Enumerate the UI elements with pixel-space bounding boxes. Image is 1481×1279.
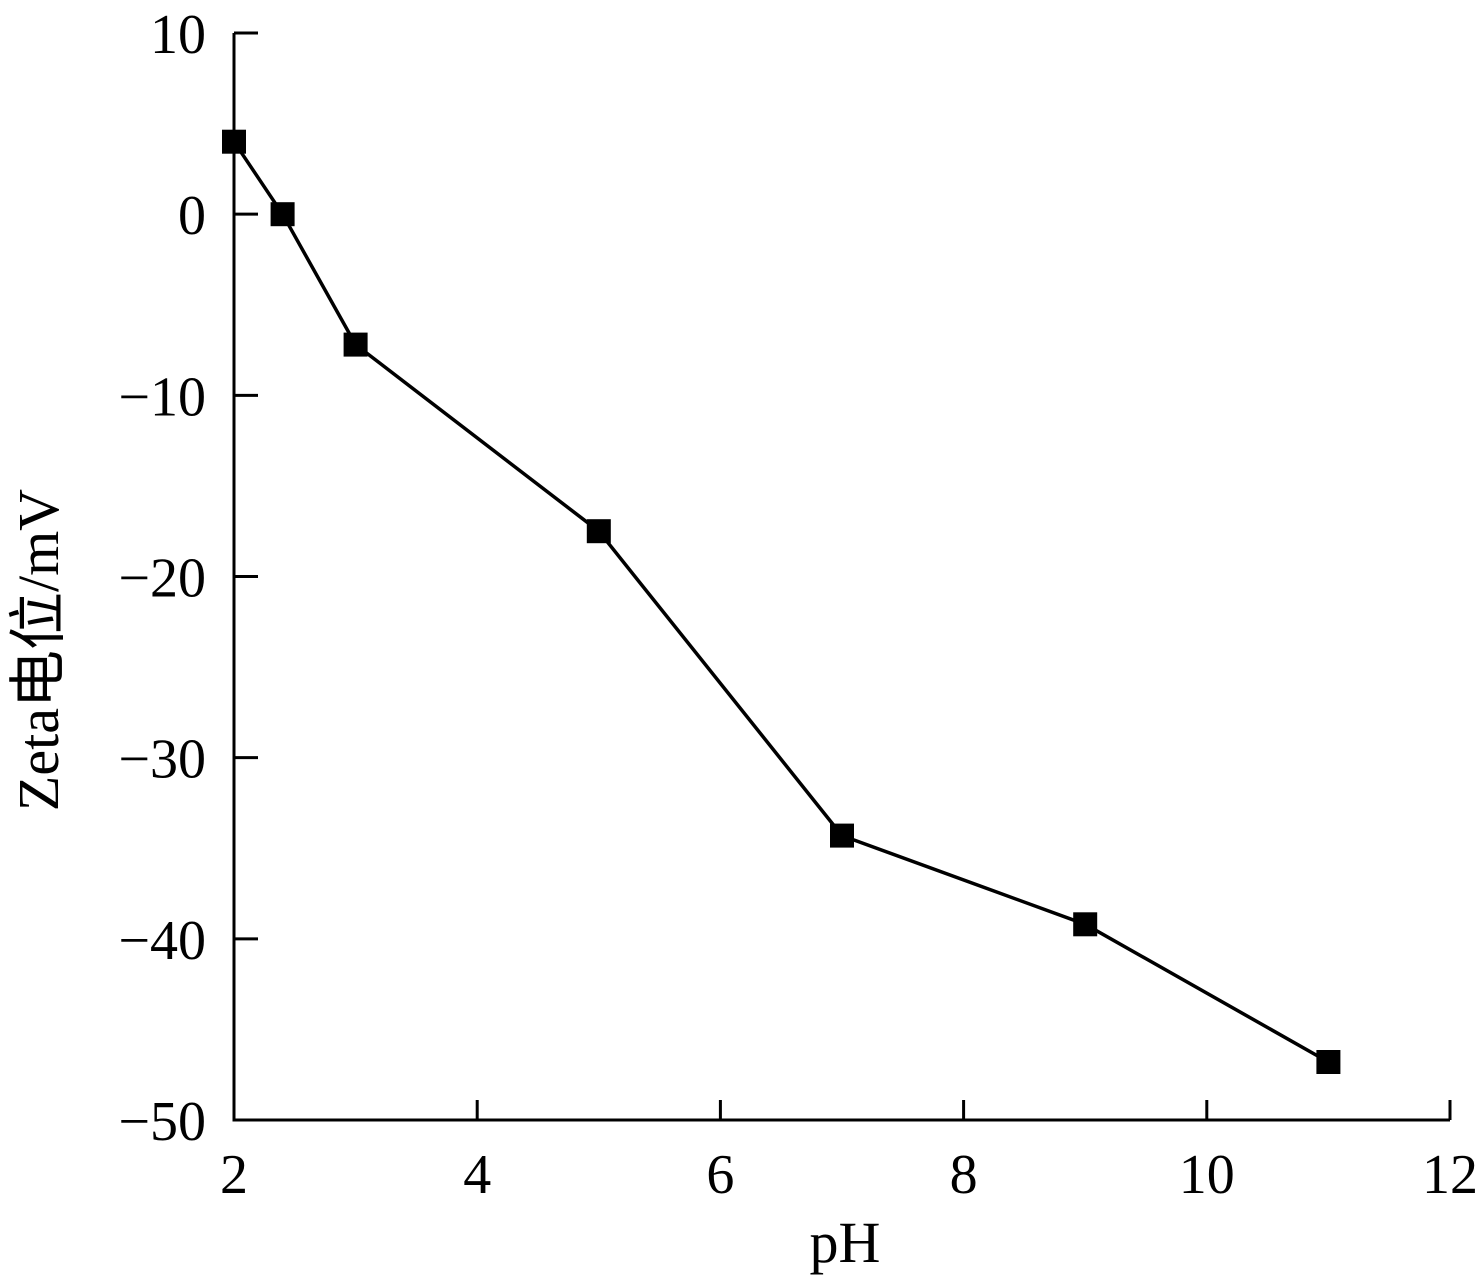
data-point-marker [1073,912,1098,937]
series-layer [222,129,1341,1074]
x-tick-label: 10 [1179,1144,1235,1206]
x-tick-label: 2 [220,1144,248,1206]
y-tick-label: −20 [118,548,206,610]
data-point-marker [830,823,854,848]
data-point-marker [586,519,611,544]
data-point-marker [343,332,368,357]
y-tick-label: −30 [118,729,206,791]
y-ticks: 10 0 −10 −20 −30 −40 −50 [118,4,258,1153]
y-tick-label: 10 [150,4,206,66]
x-tick-label: 4 [463,1144,491,1206]
x-axis-label: pH [810,1210,881,1275]
data-point-marker [1316,1050,1341,1074]
y-tick-label: −10 [118,366,206,428]
data-point-marker [270,202,295,227]
y-tick-label: −40 [118,910,206,972]
y-axis-label: Zeta电位/mV [6,489,71,811]
y-tick-label: 0 [178,185,206,247]
y-tick-label: −50 [118,1091,206,1153]
axes [232,33,1450,1122]
x-tick-label: 8 [950,1144,978,1206]
series-line [232,140,1330,1064]
x-ticks: 2 4 6 8 10 12 [220,1100,1478,1206]
x-tick-label: 6 [706,1144,734,1206]
data-point-marker [222,129,246,154]
x-tick-label: 12 [1422,1144,1478,1206]
